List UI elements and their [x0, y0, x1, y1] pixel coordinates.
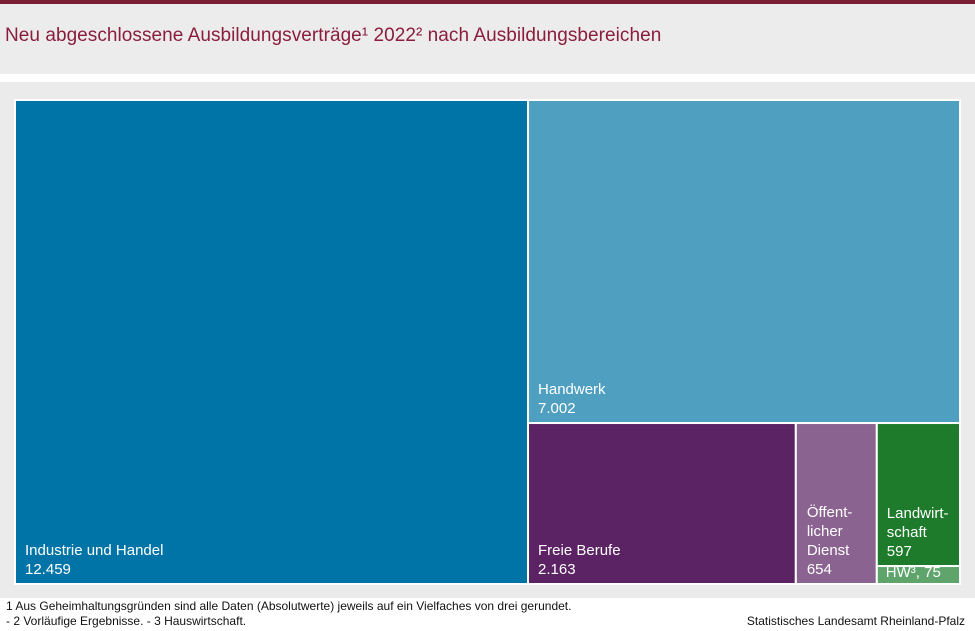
tile-label-landwirtschaft: Landwirt- [887, 505, 949, 522]
tile-value-freie-berufe: 2.163 [538, 561, 576, 578]
tile-industrie-und-handel [14, 99, 530, 585]
tile-value-industrie-und-handel: 12.459 [25, 561, 71, 578]
footnote-2: - 2 Vorläufige Ergebnisse. - 3 Hauswirts… [6, 614, 247, 628]
tile-label-hauswirtschaft: HW³, 75 [886, 564, 941, 581]
top-rule [0, 0, 975, 4]
tile-oeffentlicher-dienst [794, 422, 878, 585]
tile-label-industrie-und-handel: Industrie und Handel [25, 542, 163, 559]
tile-freie-berufe [527, 422, 797, 585]
treemap-chart: Industrie und Handel 12.459 Handwerk 7.002 F… [14, 99, 962, 586]
tile-label-handwerk: Handwerk [538, 381, 606, 398]
tile-label-oeffentlicher-dienst: Dienst [807, 542, 850, 559]
source-credit: Statistisches Landesamt Rheinland-Pfalz [746, 614, 965, 628]
tile-handwerk [527, 99, 961, 425]
tile-landwirtschaft [875, 422, 962, 568]
chart-header [0, 4, 975, 74]
header-separator [0, 74, 975, 82]
tile-label-freie-berufe: Freie Berufe [538, 542, 621, 559]
tile-value-landwirtschaft: 597 [887, 543, 912, 560]
footnote-1: 1 Aus Geheimhaltungsgründen sind alle Da… [6, 599, 572, 613]
tile-label-oeffentlicher-dienst: Öffent- [807, 503, 853, 521]
tile-hauswirtschaft [875, 565, 962, 586]
footer [0, 598, 975, 631]
tile-label-landwirtschaft: schaft [887, 524, 928, 541]
chart-title: Neu abgeschlossene Ausbildungsverträge¹ … [5, 25, 662, 46]
tile-label-oeffentlicher-dienst: licher [807, 523, 843, 540]
tile-value-oeffentlicher-dienst: 654 [807, 561, 832, 578]
tile-value-handwerk: 7.002 [538, 400, 576, 417]
